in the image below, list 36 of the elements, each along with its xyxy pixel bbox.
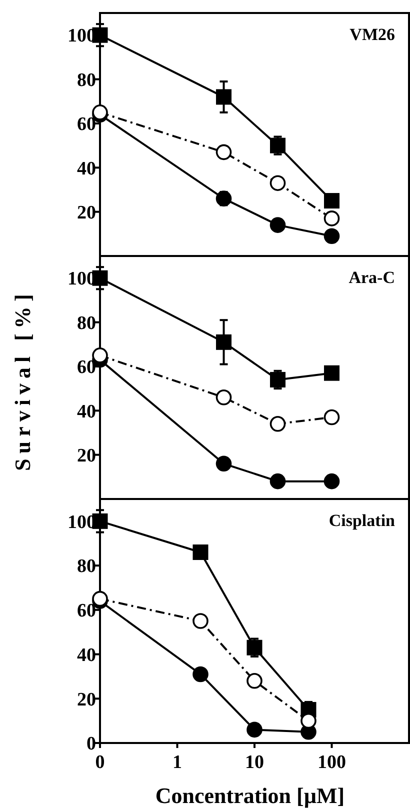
x-tick-label: 100 [318,752,346,773]
y-tick-label: 80 [77,312,96,334]
point [300,712,316,729]
point [246,672,262,689]
point [324,193,340,209]
point [216,190,232,206]
point [216,89,232,105]
y-tick-label: 0 [86,734,96,755]
point [324,210,340,226]
point [246,640,262,656]
y-axis-title: Survival [%] [10,289,35,471]
x-axis-title: Concentration [µM] [155,783,345,808]
point [324,228,340,244]
point [192,613,208,629]
x-tick-label: 1 [172,752,182,773]
point [216,144,232,160]
text: Ara-C [348,268,395,287]
y-tick-label: 40 [77,158,96,180]
point [192,666,208,682]
y-tick-label: 60 [77,600,96,622]
text: VM26 [350,25,395,44]
x-tick-label: 10 [245,752,264,773]
y-tick-label: 60 [77,114,96,136]
y-tick-label: 20 [77,689,96,710]
point [270,175,286,191]
y-tick-label: 40 [77,401,96,422]
text: Cisplatin [328,511,396,530]
point [192,544,208,560]
y-tick-label: 20 [77,445,96,466]
y-tick-label: 80 [77,70,96,91]
y-tick-label: 80 [77,556,96,578]
point [270,217,286,233]
point [246,722,262,738]
y-tick-label: 40 [77,644,96,666]
point [270,138,286,154]
y-tick-label: 20 [77,202,96,224]
